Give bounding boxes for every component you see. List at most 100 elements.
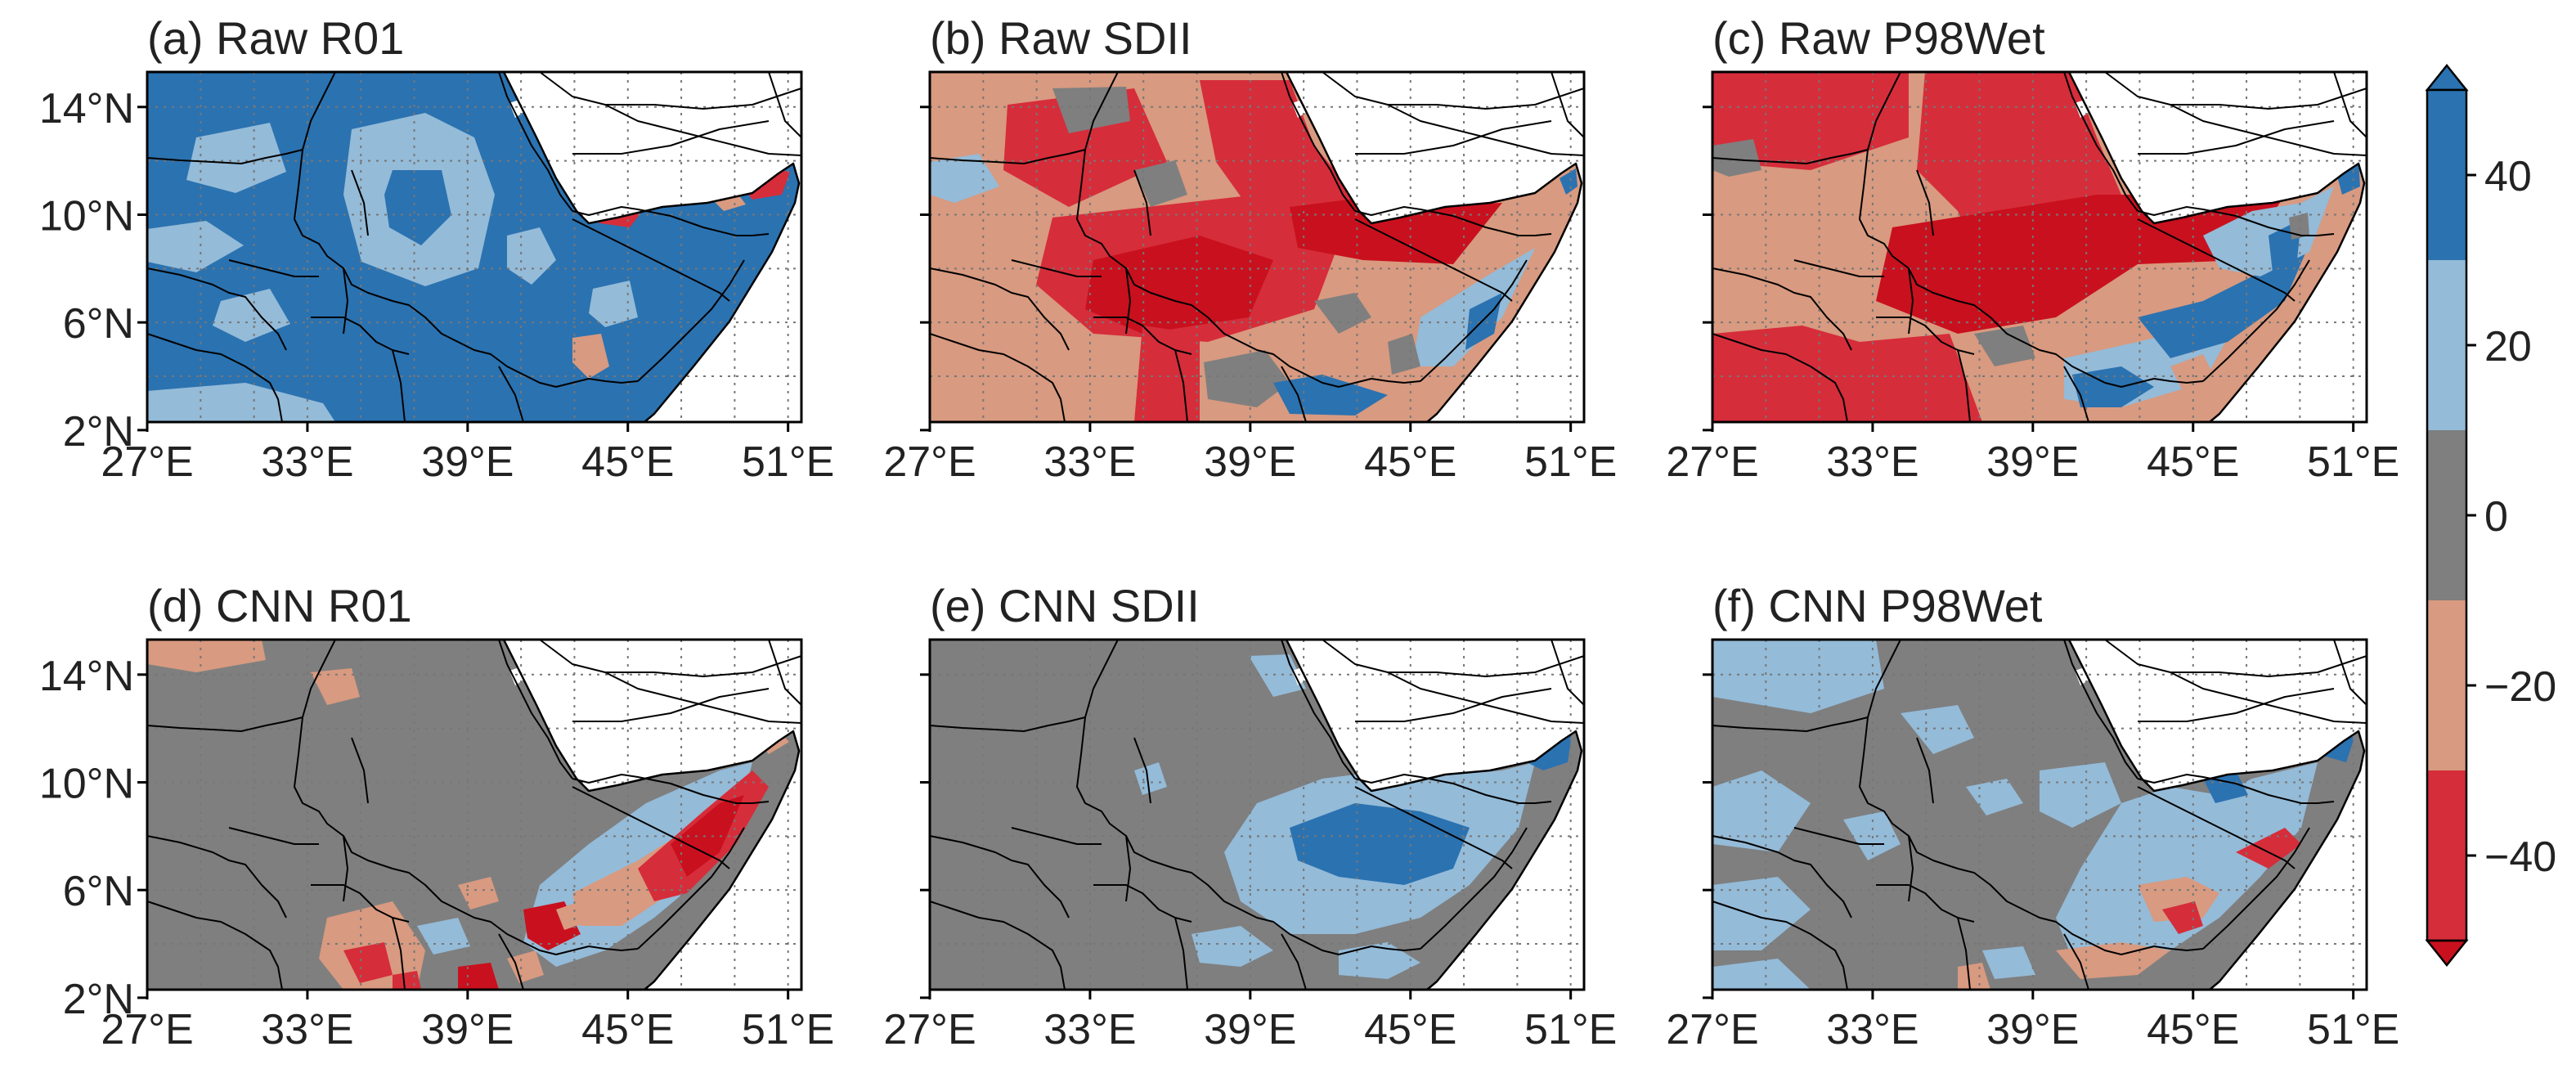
- border-line: [1551, 639, 1585, 706]
- contour-region: [147, 383, 335, 422]
- x-tick-label: 51°E: [742, 1006, 834, 1053]
- map-frame: [146, 638, 803, 991]
- country-borders: [146, 71, 802, 423]
- border-line: [1859, 149, 2204, 388]
- sea: [1427, 731, 1584, 990]
- border-line: [605, 655, 802, 677]
- x-tick-label: 51°E: [1524, 1006, 1617, 1053]
- y-tick-label: 14°N: [39, 653, 134, 700]
- x-tick-label: 39°E: [1204, 1006, 1296, 1053]
- contour-region: [1134, 762, 1167, 795]
- contour-region: [930, 154, 999, 203]
- colorbar-extend-min: [2425, 939, 2469, 968]
- coastline: [502, 71, 801, 423]
- contour-region: [2138, 877, 2219, 922]
- contour-region: [1958, 963, 1990, 990]
- border-line: [146, 835, 287, 919]
- border-line: [1876, 317, 1975, 355]
- border-line: [2138, 120, 2335, 155]
- map-field: [1712, 72, 2367, 422]
- border-line: [1551, 71, 1585, 138]
- y-axis: 14°N 10°N 6°N 2°N: [39, 85, 147, 456]
- y-axis: 14°N 10°N 6°N 2°N: [39, 653, 147, 1023]
- border-line: [2137, 774, 2237, 784]
- border-line: [1388, 655, 1585, 677]
- border-line: [1916, 169, 1934, 236]
- contour-region: [417, 918, 470, 954]
- map-frame: [146, 70, 803, 424]
- x-tick-label: 51°E: [742, 438, 834, 486]
- gridlines: [1712, 72, 2367, 422]
- contour-region: [1712, 326, 1876, 422]
- sea: [644, 164, 801, 422]
- colorbar-bin: [2427, 430, 2466, 600]
- border-line: [572, 774, 671, 784]
- x-tick-label: 39°E: [421, 438, 514, 486]
- border-line: [929, 267, 1070, 351]
- map-field: [930, 640, 1584, 990]
- border-line: [1076, 149, 1421, 388]
- border-line: [498, 366, 524, 423]
- border-line: [929, 901, 1066, 990]
- coastline-arabia: [2104, 71, 2367, 156]
- contour-region: [458, 963, 499, 990]
- x-tick-label: 27°E: [883, 1006, 976, 1053]
- coastline-arabia: [1322, 71, 1585, 156]
- panel-title: (f) CNN P98Wet: [1712, 580, 2043, 631]
- colorbar-tick-label: −40: [2484, 833, 2556, 881]
- coastline-arabia: [1322, 639, 1585, 724]
- coastline-arabia: [539, 71, 802, 156]
- colorbar: 40 20 0 −20 −40: [2425, 63, 2556, 968]
- map-frame: [928, 638, 1586, 991]
- contour-region: [311, 668, 360, 705]
- border-line: [2063, 933, 2089, 990]
- panel-title: (d) CNN R01: [147, 580, 412, 631]
- contour-region: [1192, 926, 1273, 967]
- border-line: [2063, 71, 2138, 212]
- contour-region: [1290, 195, 1502, 264]
- panel-a: (a) Raw R01 27°E 33°E 39°E 45°E 51°E 14°N 10°N…: [39, 12, 835, 486]
- contour-region: [572, 334, 609, 379]
- panel-b: (b) Raw SDII 27°E 33°E 39°E 45°E 51°E: [883, 12, 1617, 486]
- sea: [504, 640, 801, 791]
- contour-region: [1085, 236, 1273, 334]
- country-borders: [1712, 71, 2367, 423]
- border-line: [1011, 827, 1102, 845]
- border-line: [146, 267, 287, 351]
- border-line: [2063, 639, 2138, 779]
- border-line: [351, 169, 369, 236]
- border-line: [1355, 688, 1552, 722]
- border-line: [498, 71, 573, 212]
- border-line: [2235, 783, 2335, 804]
- border-line: [1908, 835, 1914, 902]
- contour-region: [1712, 770, 1811, 852]
- border-line: [311, 317, 410, 355]
- contour-region: [1052, 87, 1130, 133]
- contour-region: [1200, 80, 1355, 236]
- border-line: [1712, 267, 1852, 351]
- map-field: [1712, 640, 2367, 990]
- gridlines: [147, 72, 801, 422]
- border-line: [637, 827, 745, 950]
- contour-region: [507, 227, 556, 285]
- coastline: [2067, 639, 2366, 990]
- coastline: [1285, 639, 1583, 990]
- contour-region: [1527, 734, 1572, 770]
- contour-region: [2056, 762, 2318, 967]
- x-tick-label: 33°E: [1043, 1006, 1136, 1053]
- border-line: [343, 835, 348, 902]
- x-tick-label: 45°E: [2147, 438, 2239, 486]
- contour-region: [1273, 375, 1388, 415]
- border-line: [1712, 333, 1848, 423]
- border-line: [1388, 88, 1585, 110]
- border-line: [1420, 827, 1528, 950]
- border-line: [637, 259, 745, 382]
- x-tick-label: 27°E: [883, 438, 976, 486]
- contour-region: [147, 640, 266, 672]
- border-line: [2202, 827, 2310, 950]
- colorbar-tick-label: 40: [2484, 153, 2532, 200]
- contour-region: [1290, 803, 1470, 885]
- x-tick-label: 33°E: [1826, 438, 1919, 486]
- border-line: [2137, 206, 2237, 217]
- panel-c: (c) Raw P98Wet 27°E 33°E 39°E 45°E 51°E: [1666, 12, 2399, 486]
